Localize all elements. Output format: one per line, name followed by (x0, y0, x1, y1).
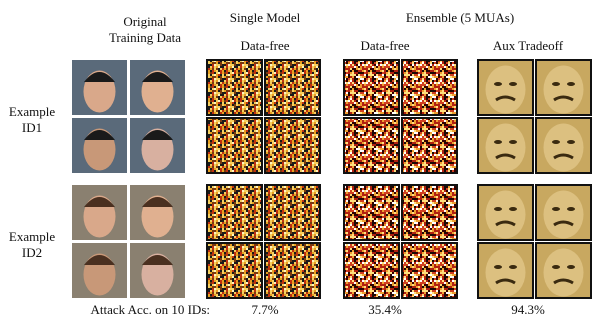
eye (509, 265, 517, 269)
generated (207, 118, 262, 173)
column-header: Single Model (215, 10, 315, 26)
accuracy: 35.4% (345, 302, 425, 318)
generated (265, 60, 320, 115)
figure: Original Training Data Single Model Ense… (0, 0, 594, 320)
eye (494, 265, 502, 269)
eye (509, 207, 517, 211)
eye (552, 207, 560, 211)
eye (494, 140, 502, 144)
face (544, 66, 584, 114)
face (486, 124, 526, 172)
face (486, 191, 526, 239)
eye (494, 82, 502, 86)
generated (402, 60, 457, 115)
subheader: Data-free (345, 38, 425, 54)
eye (567, 207, 575, 211)
generated (207, 185, 262, 240)
column-header: Ensemble (5 MUAs) (390, 10, 530, 26)
subheader: Aux Tradeoff (478, 38, 578, 54)
eye (567, 82, 575, 86)
row-label: Example ID2 (3, 229, 61, 261)
face (486, 66, 526, 114)
eye (552, 82, 560, 86)
eye (509, 140, 517, 144)
generated (265, 185, 320, 240)
subheader: Data-free (225, 38, 305, 54)
accuracy: 94.3% (478, 302, 578, 318)
generated (402, 185, 457, 240)
column-header: Original Training Data (100, 14, 190, 46)
generated (265, 118, 320, 173)
row-label: Example ID1 (3, 104, 61, 136)
generated (344, 60, 399, 115)
generated (344, 185, 399, 240)
eye (567, 140, 575, 144)
footer-label: Attack Acc. on 10 IDs: (40, 302, 210, 318)
eye (509, 82, 517, 86)
accuracy: 7.7% (225, 302, 305, 318)
eye (552, 140, 560, 144)
eye (494, 207, 502, 211)
eye (552, 265, 560, 269)
face (486, 249, 526, 297)
generated (265, 243, 320, 298)
face (544, 191, 584, 239)
eye (567, 265, 575, 269)
generated (207, 60, 262, 115)
generated (402, 243, 457, 298)
generated (344, 118, 399, 173)
generated (402, 118, 457, 173)
generated (344, 243, 399, 298)
face (544, 124, 584, 172)
generated (207, 243, 262, 298)
face (544, 249, 584, 297)
